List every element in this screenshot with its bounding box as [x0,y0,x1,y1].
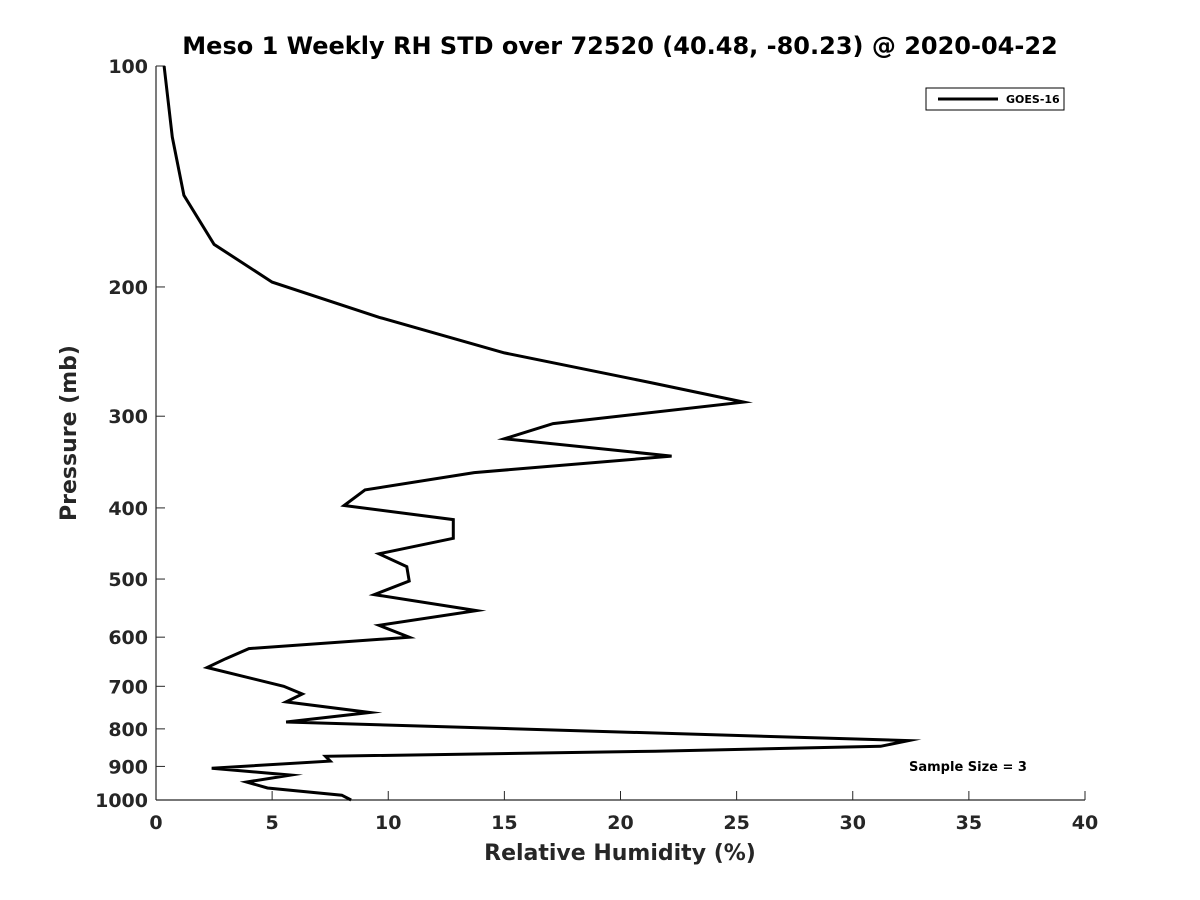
y-tick-label: 600 [108,627,148,649]
x-tick-label: 5 [266,812,279,834]
legend-label-goes-16: GOES-16 [1006,93,1060,106]
y-tick-label: 400 [108,498,148,520]
y-tick-label: 500 [108,569,148,591]
series-layer [162,65,922,802]
y-tick-label: 800 [108,719,148,741]
chart-title: Meso 1 Weekly RH STD over 72520 (40.48, … [182,32,1057,60]
y-tick-label: 200 [108,277,148,299]
y-tick-label: 300 [108,406,148,428]
x-tick-label: 10 [375,812,401,834]
x-tick-label: 0 [149,812,162,834]
x-tick-label: 15 [491,812,517,834]
series-line-goes-16 [162,65,922,802]
y-axis-label: Pressure (mb) [57,345,82,521]
legend: GOES-16 [925,87,1065,111]
x-tick-label: 35 [956,812,982,834]
axis-ticks: 0 5 10 15 20 25 30 35 40 100 200 300 400 500 600 700 800… [95,56,1098,834]
y-tick-label: 100 [108,56,148,78]
x-tick-label: 20 [607,812,633,834]
y-tick-label: 700 [108,676,148,698]
y-tick-label: 900 [108,756,148,778]
sample-size-annotation: Sample Size = 3 [909,760,1027,775]
x-tick-label: 40 [1072,812,1098,834]
y-tick-label: 1000 [95,790,148,812]
x-axis-label: Relative Humidity (%) [484,841,756,866]
x-tick-label: 30 [840,812,866,834]
x-tick-label: 25 [723,812,749,834]
